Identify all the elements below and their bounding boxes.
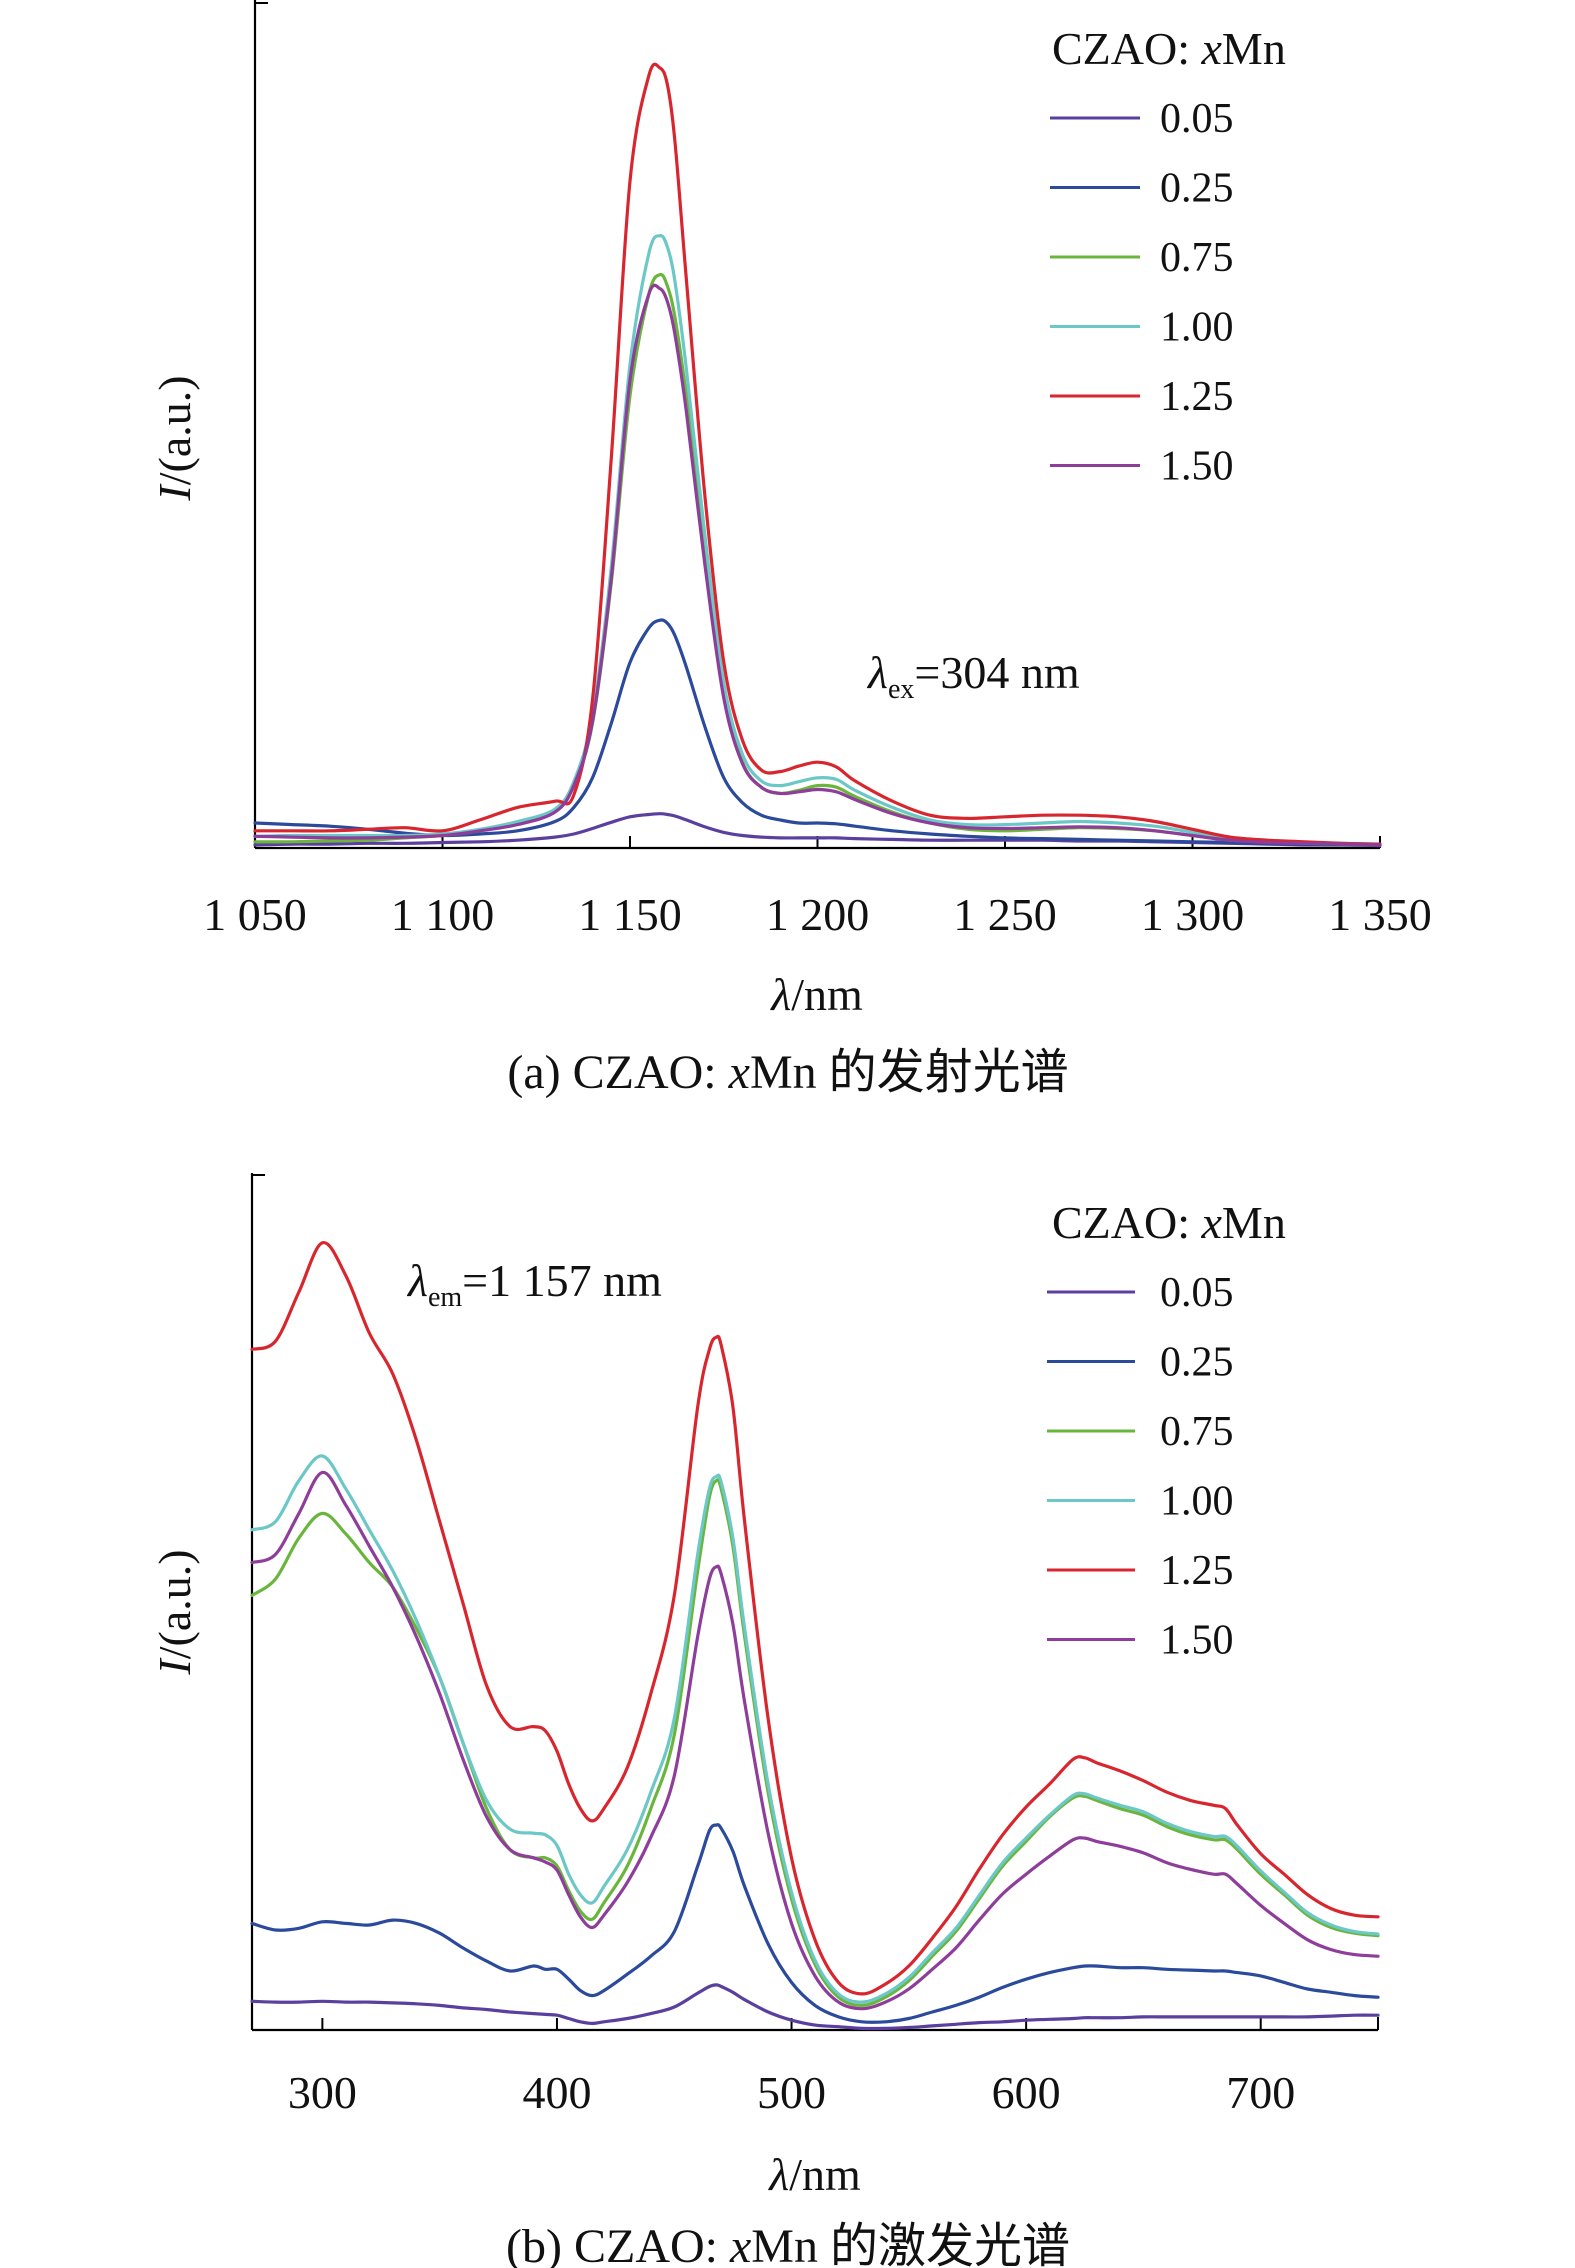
legend-label-a-1.25: 1.25	[1160, 374, 1234, 420]
x-tick-label-b-1: 400	[522, 2067, 591, 2118]
legend-title-prefix: CZAO:	[1052, 23, 1202, 74]
y-label-symbol: I	[149, 1657, 200, 1676]
legend-title-var: x	[1201, 1197, 1223, 1248]
caption-prefix: (b) CZAO:	[506, 2220, 730, 2268]
caption-a: (a) CZAO: xMn 的发射光谱	[507, 1046, 1068, 1099]
x-label-symbol: λ	[767, 2149, 789, 2200]
caption-prefix: (a) CZAO:	[507, 1046, 728, 1099]
legend-title-prefix: CZAO:	[1052, 1197, 1202, 1248]
annotation-value: =304 nm	[914, 647, 1079, 698]
legend-label-b-0.05: 0.05	[1160, 1270, 1234, 1316]
x-ticks-b: 300 400 500 600 700	[288, 2018, 1295, 2118]
series-line-a-1.25	[253, 62, 1382, 846]
legend-label-a-0.75: 0.75	[1160, 235, 1234, 281]
annotation-subscript: em	[428, 1282, 462, 1313]
legend-label-a-0.25: 0.25	[1160, 166, 1234, 212]
annotation-value: =1 157 nm	[462, 1255, 662, 1306]
x-label-unit: /nm	[789, 2149, 861, 2200]
legend-title-suffix: Mn	[1222, 23, 1286, 74]
y-label-symbol: I	[149, 483, 200, 502]
legend-label-b-0.75: 0.75	[1160, 1409, 1234, 1455]
chart-panel-b: 300 400 500 600 700 I/(a.u.) λ/nm λem=1 157 …	[149, 1173, 1380, 2268]
excitation-annotation: λex=304 nm	[866, 647, 1080, 705]
series-line-b-1.00	[250, 1454, 1380, 2004]
y-label-unit: /(a.u.)	[149, 375, 200, 485]
x-label-unit: /nm	[791, 969, 863, 1020]
legend-label-b-0.25: 0.25	[1160, 1340, 1234, 1386]
x-tick-label-a-1: 1 100	[391, 889, 495, 940]
y-axis-label-b: I/(a.u.)	[149, 1549, 200, 1675]
x-tick-label-a-5: 1 300	[1141, 889, 1245, 940]
y-axis-label-a: I/(a.u.)	[149, 375, 200, 501]
x-tick-label-a-4: 1 250	[953, 889, 1057, 940]
x-tick-label-a-6: 1 350	[1328, 889, 1432, 940]
legend-label-b-1.50: 1.50	[1160, 1618, 1234, 1664]
y-label-unit: /(a.u.)	[149, 1549, 200, 1659]
legend-label-a-0.05: 0.05	[1160, 96, 1234, 142]
caption-suffix: Mn 的发射光谱	[750, 1046, 1069, 1099]
caption-var: x	[729, 2220, 751, 2268]
series-line-a-0.75	[253, 272, 1382, 847]
x-tick-label-b-2: 500	[757, 2067, 826, 2118]
legend-b: CZAO: xMn 0.05 0.25 0.75 1.00 1.25 1.50	[1047, 1197, 1286, 1664]
legend-label-b-1.00: 1.00	[1160, 1479, 1234, 1525]
emission-annotation: λem=1 157 nm	[406, 1255, 662, 1313]
legend-title-b: CZAO: xMn	[1052, 1197, 1286, 1248]
annotation-symbol: λ	[406, 1255, 428, 1306]
caption-var: x	[728, 1046, 750, 1099]
series-line-b-0.25	[250, 1823, 1380, 2024]
legend-label-a-1.00: 1.00	[1160, 305, 1234, 351]
annotation-subscript: ex	[888, 674, 914, 705]
series-group-b	[250, 1241, 1380, 2031]
legend-title-a: CZAO: xMn	[1052, 23, 1286, 74]
legend-a: CZAO: xMn 0.05 0.25 0.75 1.00 1.25 1.50	[1050, 23, 1286, 490]
x-tick-label-b-3: 600	[992, 2067, 1061, 2118]
series-line-b-0.05	[250, 1983, 1380, 2031]
x-axis-label-a: λ/nm	[769, 969, 863, 1020]
series-line-b-1.50	[250, 1470, 1380, 2011]
x-tick-label-a-0: 1 050	[203, 889, 307, 940]
series-line-a-0.25	[253, 618, 1382, 847]
x-label-symbol: λ	[769, 969, 791, 1020]
caption-suffix: Mn 的激发光谱	[751, 2220, 1070, 2268]
legend-label-a-1.50: 1.50	[1160, 444, 1234, 490]
x-tick-label-a-3: 1 200	[766, 889, 870, 940]
series-line-a-1.50	[253, 283, 1382, 847]
caption-b: (b) CZAO: xMn 的激发光谱	[506, 2220, 1070, 2268]
annotation-symbol: λ	[866, 647, 888, 698]
x-axis-label-b: λ/nm	[767, 2149, 861, 2200]
series-line-b-1.25	[250, 1241, 1380, 1996]
x-ticks-a: 1 050 1 100 1 150 1 200 1 250 1 300 1 350	[203, 836, 1432, 940]
legend-title-var: x	[1201, 23, 1223, 74]
chart-panel-a: 1 050 1 100 1 150 1 200 1 250 1 300 1 350 I/(a…	[149, 0, 1432, 1099]
x-tick-label-b-4: 700	[1226, 2067, 1295, 2118]
legend-label-b-1.25: 1.25	[1160, 1548, 1234, 1594]
x-tick-label-b-0: 300	[288, 2067, 357, 2118]
series-group-a	[253, 62, 1382, 848]
series-line-a-1.00	[253, 234, 1382, 846]
x-tick-label-a-2: 1 150	[578, 889, 682, 940]
legend-title-suffix: Mn	[1222, 1197, 1286, 1248]
